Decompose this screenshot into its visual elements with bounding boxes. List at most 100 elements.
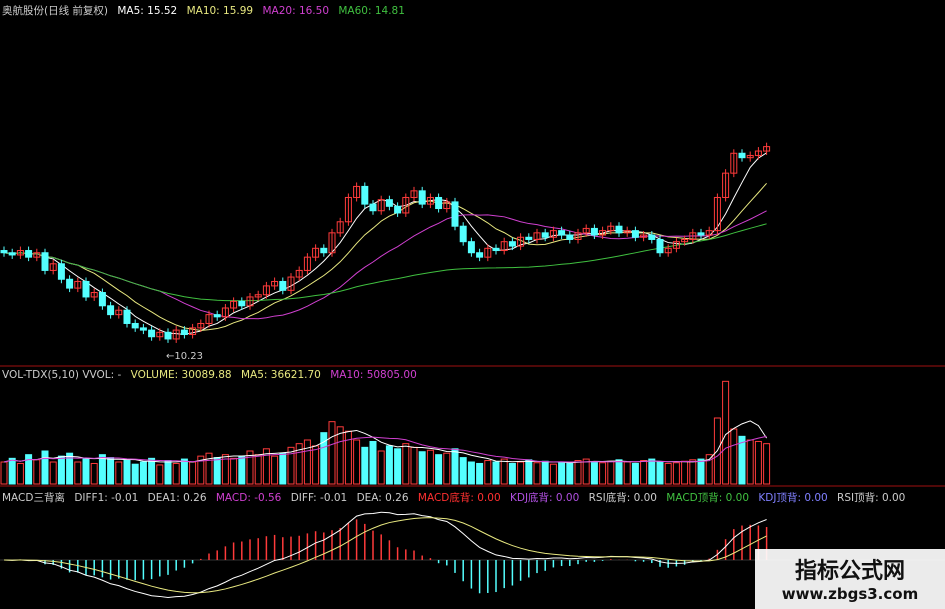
candle: [754, 150, 762, 156]
volume-bar: [205, 452, 213, 485]
diff1-value: DIFF1: -0.01: [74, 492, 139, 504]
candle: [672, 241, 680, 249]
volume-bar: [221, 454, 229, 485]
candle: [180, 329, 188, 336]
candle: [689, 232, 697, 240]
volume-bar: [648, 458, 656, 485]
volume-bar: [508, 462, 516, 485]
candle: [254, 294, 262, 298]
volume-bar: [246, 450, 254, 485]
volume-indicator-name: VOL-TDX(5,10) VVOL: -: [2, 369, 122, 381]
volume-bar: [599, 462, 607, 485]
volume-bar: [623, 461, 631, 485]
rsi-bottom-value: RSI底背: 0.00: [588, 492, 657, 504]
ma10-value: MA10: 15.99: [186, 5, 254, 17]
candle: [262, 285, 270, 296]
volume-bar: [230, 457, 238, 485]
volume-bar: [484, 460, 492, 485]
candle: [476, 252, 484, 258]
volume-bar: [763, 443, 771, 485]
volume-bar: [631, 462, 639, 485]
candle: [402, 196, 410, 214]
volume-bar: [533, 462, 541, 485]
candle: [640, 234, 648, 238]
candle: [197, 322, 205, 329]
candle: [705, 230, 713, 236]
volume-header: VOL-TDX(5,10) VVOL: - VOLUME: 30089.88 M…: [2, 369, 423, 381]
volume-bar: [369, 440, 377, 485]
volume-bar: [443, 452, 451, 485]
volume-bar: [295, 443, 303, 485]
candle: [623, 230, 631, 234]
candle: [533, 232, 541, 240]
volume-bar: [271, 455, 279, 485]
volume-bar: [180, 458, 188, 485]
candle: [713, 196, 721, 232]
volume-bar: [467, 461, 475, 485]
volume-bar: [66, 452, 74, 485]
candle: [328, 232, 336, 254]
watermark-title: 指标公式网: [794, 559, 905, 584]
candle: [467, 241, 475, 254]
candle: [631, 230, 639, 238]
candle: [541, 232, 549, 238]
volume-bar: [410, 446, 418, 485]
candle: [525, 236, 533, 240]
volume-bar: [115, 461, 123, 485]
candle: [353, 185, 361, 198]
macd-bottom-value: MACD底背: 0.00: [417, 492, 501, 504]
candle: [49, 263, 57, 271]
volume-bar: [713, 417, 721, 485]
volume-bar: [361, 446, 369, 485]
ma5-value: MA5: 15.52: [117, 5, 178, 17]
candle: [344, 196, 352, 223]
volume-bar: [582, 458, 590, 485]
candle: [738, 152, 746, 159]
candle: [582, 227, 590, 234]
candle: [500, 241, 508, 252]
volume-bar: [254, 454, 262, 485]
volume-bar: [385, 445, 393, 485]
kdj-bottom-value: KDJ底背: 0.00: [509, 492, 580, 504]
volume-bar: [353, 439, 361, 485]
candle: [418, 190, 426, 205]
ma60-value: MA60: 14.81: [338, 5, 405, 17]
dea1-value: DEA1: 0.26: [147, 492, 207, 504]
volume-bar: [287, 446, 295, 485]
volume-bar: [123, 459, 131, 485]
volume-bar: [656, 461, 664, 485]
candle: [82, 280, 90, 298]
volume-bar: [139, 461, 147, 485]
ma20-line: [3, 210, 767, 320]
candle: [189, 327, 197, 336]
volume-bar: [131, 463, 139, 485]
candle: [74, 280, 82, 289]
volume-ma5-line: [3, 420, 768, 464]
volume-bar: [689, 459, 697, 485]
volume-bar: [189, 461, 197, 485]
candle: [599, 230, 607, 236]
candle: [435, 196, 443, 210]
candle: [107, 305, 115, 316]
volume-bar: [459, 457, 467, 485]
candle: [303, 256, 311, 271]
ma5-line: [3, 152, 767, 336]
volume-bar: [320, 432, 328, 485]
volume-bar: [574, 460, 582, 485]
volume-value: VOLUME: 30089.88: [130, 369, 232, 381]
candle: [205, 314, 213, 324]
candle: [377, 199, 385, 212]
candle: [369, 203, 377, 212]
candle: [697, 232, 705, 236]
candle: [607, 225, 615, 232]
volume-bar: [681, 460, 689, 485]
candle: [648, 234, 656, 240]
candle: [0, 250, 8, 254]
volume-bar: [549, 463, 557, 485]
candle: [451, 201, 459, 227]
candle: [426, 196, 434, 205]
volume-bar: [25, 454, 33, 485]
volume-bar: [525, 459, 533, 485]
volume-bar: [98, 454, 106, 485]
volume-bar: [74, 461, 82, 485]
